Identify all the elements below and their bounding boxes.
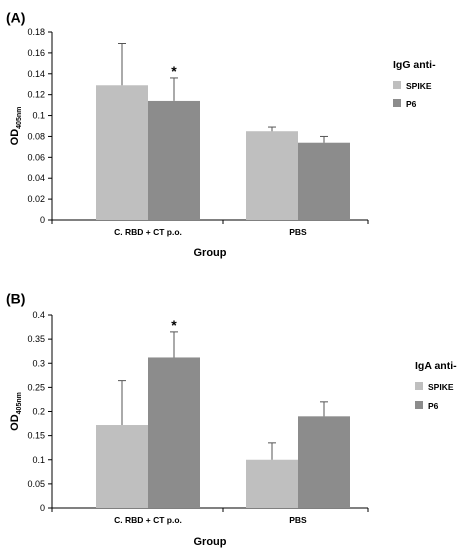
chart-panel-a: (A) 0 0.02 0.04 0.06 0.08 0.1 0.12 0.14 0.16 0.18 C… — [6, 9, 436, 259]
y-axis-title-subscript: 405nm — [16, 107, 23, 129]
bar-p6-pbs — [298, 142, 350, 220]
bar-spike-rbd-ct — [96, 425, 148, 508]
bar-p6-rbd-ct — [148, 357, 200, 508]
bar-spike-pbs — [246, 131, 298, 220]
y-tick-label: 0.1 — [32, 111, 45, 121]
y-tick-label: 0.05 — [27, 479, 45, 489]
legend-swatch-spike — [415, 382, 423, 390]
bar-p6-pbs — [298, 416, 350, 508]
y-tick-label: 0.4 — [32, 310, 45, 320]
bar-spike-rbd-ct — [96, 85, 148, 221]
y-tick-label: 0.2 — [32, 407, 45, 417]
y-tick-label: 0.16 — [27, 48, 45, 58]
y-axis-title: OD405nm — [9, 107, 23, 146]
y-axis-title-main: OD — [9, 414, 21, 431]
y-tick-label: 0.3 — [32, 358, 45, 368]
y-axis-title-main: OD — [9, 129, 21, 146]
legend-label-p6: P6 — [428, 401, 439, 411]
bar-p6-rbd-ct — [148, 100, 200, 220]
y-axis-title-subscript: 405nm — [16, 392, 23, 414]
y-tick-label: 0.12 — [27, 90, 45, 100]
y-tick-label: 0.1 — [32, 455, 45, 465]
x-category-label: PBS — [289, 515, 307, 525]
legend-swatch-p6 — [415, 401, 423, 409]
legend-label-p6: P6 — [406, 99, 417, 109]
y-tick-label: 0.02 — [27, 194, 45, 204]
legend-label-spike: SPIKE — [428, 382, 454, 392]
y-tick-label: 0.04 — [27, 173, 45, 183]
panel-label: (A) — [6, 9, 25, 25]
x-category-label: PBS — [289, 227, 307, 237]
y-tick-label: 0 — [40, 215, 45, 225]
y-tick-label: 0 — [40, 503, 45, 513]
legend-swatch-spike — [393, 81, 401, 89]
y-tick-label: 0.06 — [27, 152, 45, 162]
legend-title: IgG anti- — [393, 59, 436, 71]
legend-swatch-p6 — [393, 99, 401, 107]
x-category-label: C. RBD + CT p.o. — [114, 227, 182, 237]
y-tick-label: 0.15 — [27, 431, 45, 441]
y-tick-label: 0.25 — [27, 382, 45, 392]
legend-label-spike: SPIKE — [406, 81, 432, 91]
significance-star: * — [171, 317, 177, 333]
y-tick-label: 0.14 — [27, 69, 45, 79]
y-tick-label: 0.08 — [27, 131, 45, 141]
y-axis-title: OD405nm — [9, 392, 23, 431]
panel-label: (B) — [6, 290, 25, 306]
bar-spike-pbs — [246, 459, 298, 508]
legend: IgA anti- SPIKE P6 — [415, 360, 457, 411]
y-tick-label: 0.18 — [27, 27, 45, 37]
x-axis-title: Group — [194, 247, 227, 259]
chart-panel-b: (B) 0 0.05 0.1 0.15 0.2 0.25 0.3 0.35 0.4 C. RBD +… — [6, 290, 457, 548]
y-tick-label: 0.35 — [27, 334, 45, 344]
x-axis-title: Group — [194, 536, 227, 548]
legend-title: IgA anti- — [415, 360, 457, 372]
x-category-label: C. RBD + CT p.o. — [114, 515, 182, 525]
significance-star: * — [171, 63, 177, 79]
legend: IgG anti- SPIKE P6 — [393, 59, 436, 109]
